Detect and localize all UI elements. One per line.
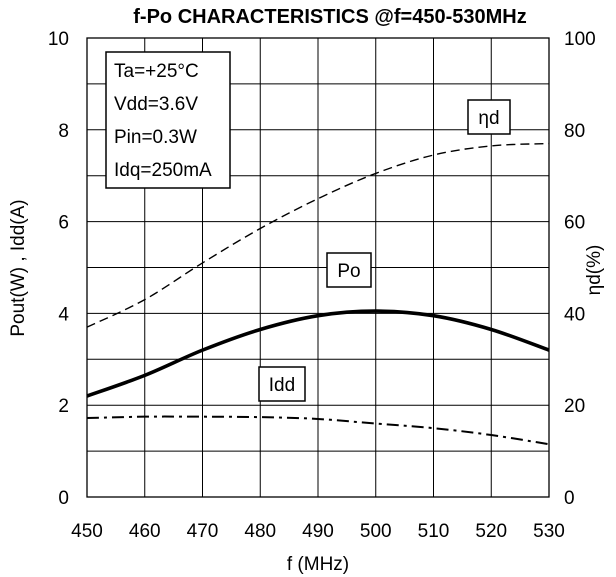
x-tick-label: 530: [533, 521, 565, 542]
x-tick-label: 470: [187, 521, 219, 542]
series-label-idd-text: Idd: [269, 375, 295, 396]
series-label-po: Po: [326, 252, 372, 288]
y-left-tick-label: 8: [58, 121, 69, 142]
series-label-idd-frame: [258, 366, 306, 402]
grid: [87, 38, 549, 497]
nd-line: [86, 142, 550, 328]
y-right-tick-label: 20: [564, 396, 585, 417]
y-right-tick-label: 100: [564, 29, 596, 50]
condition-temperature: Ta=+25°C: [114, 61, 199, 82]
y-right-tick-label: 80: [564, 121, 585, 142]
y-right-tick-label: 60: [564, 213, 585, 234]
series-label-idd: Idd: [258, 366, 306, 402]
y-left-tick-label: 0: [58, 488, 69, 509]
y-right-tick-label: 0: [564, 488, 575, 509]
chart-title: f-Po CHARACTERISTICS @f=450-530MHz: [133, 6, 526, 28]
series-label-po-frame: [326, 252, 372, 288]
y-axis-right-label: ηd(%): [584, 245, 605, 296]
conditions-box-frame: [105, 51, 231, 189]
x-axis-label: f (MHz): [287, 554, 349, 575]
series-label-nd-text: ηd: [478, 108, 499, 129]
y-left-tick-label: 10: [48, 29, 69, 50]
condition-idq: Idq=250mA: [114, 160, 212, 181]
series-label-nd: ηd: [467, 99, 511, 135]
y-left-tick-label: 6: [58, 213, 69, 234]
idd-line: [86, 415, 550, 446]
x-tick-label: 520: [475, 521, 507, 542]
series-label-nd-frame: [467, 99, 511, 135]
x-tick-label: 490: [302, 521, 334, 542]
x-tick-label: 510: [418, 521, 450, 542]
y-right-tick-label: 40: [564, 304, 585, 325]
x-tick-label: 480: [244, 521, 276, 542]
y-left-tick-label: 2: [58, 396, 69, 417]
conditions-box: Ta=+25°C Vdd=3.6V Pin=0.3W Idq=250mA: [105, 51, 231, 189]
condition-pin: Pin=0.3W: [114, 127, 197, 148]
series-lines: [86, 142, 550, 446]
series-label-po-text: Po: [337, 261, 360, 282]
plot-frame: [86, 37, 550, 498]
po-line: [86, 309, 550, 398]
x-tick-label: 450: [71, 521, 103, 542]
x-tick-label: 500: [360, 521, 392, 542]
axis-ticks: 450 460 470 480 490 500 510 520 5300246810020406…: [48, 29, 596, 542]
y-axis-left-label: Pout(W) , Idd(A): [8, 199, 29, 336]
x-tick-label: 460: [129, 521, 161, 542]
y-left-tick-label: 4: [58, 304, 69, 325]
condition-vdd: Vdd=3.6V: [114, 94, 198, 115]
